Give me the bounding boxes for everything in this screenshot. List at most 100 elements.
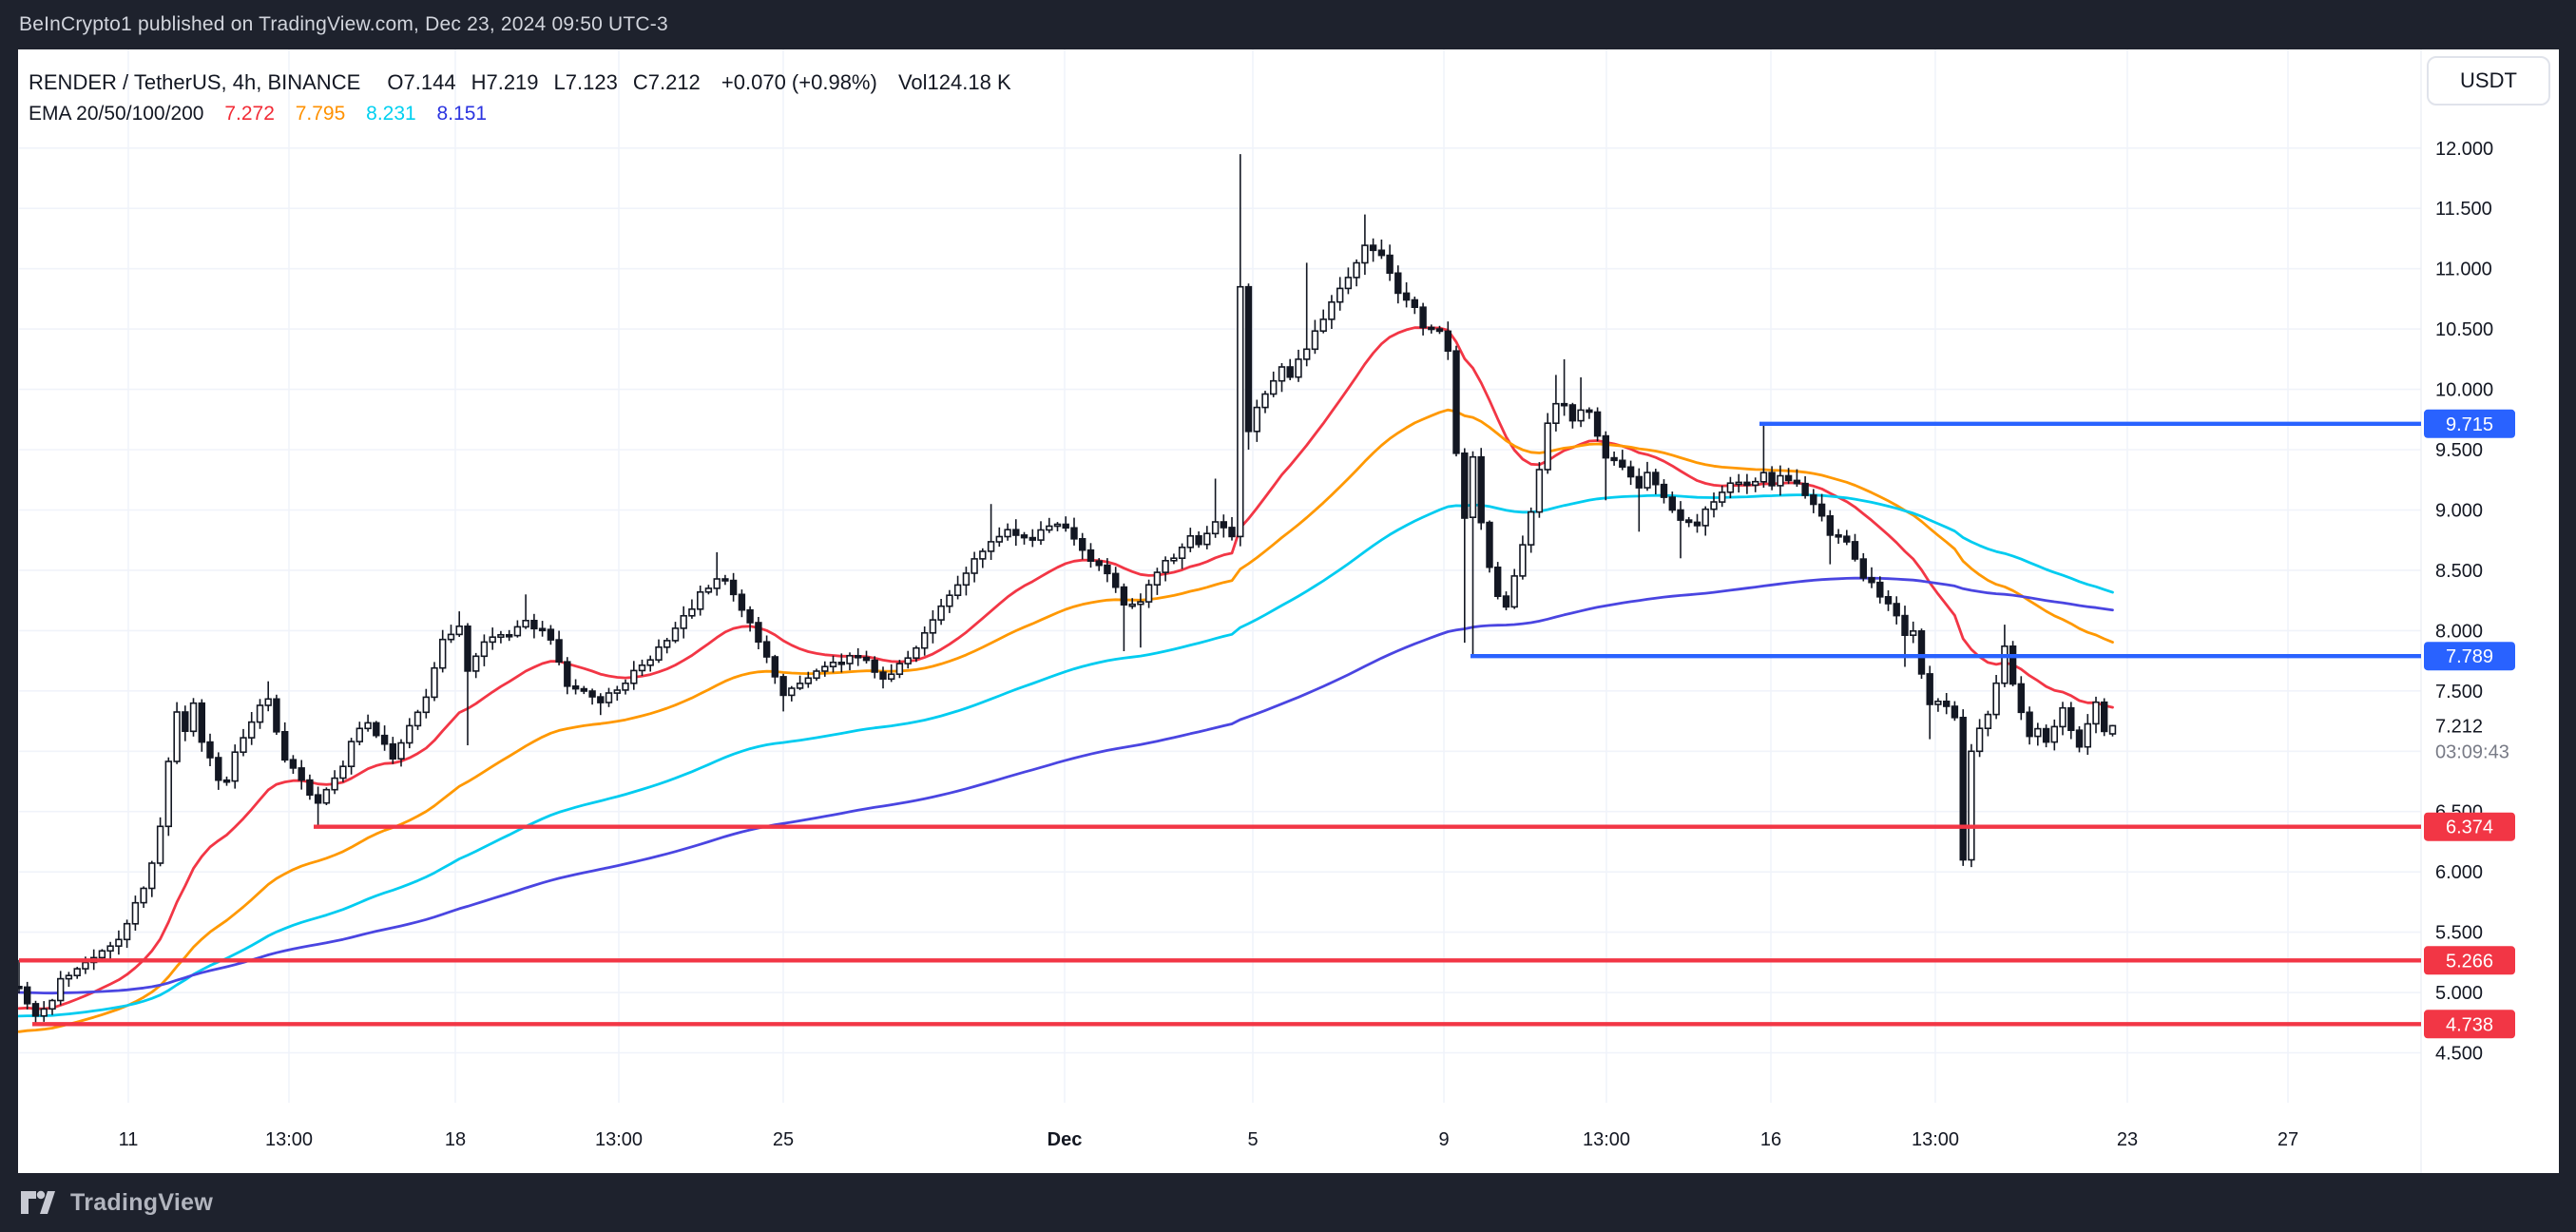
footer-bar: TradingView: [0, 1173, 2576, 1232]
candle-body: [1303, 348, 1311, 360]
candle-body: [1510, 575, 1518, 608]
candle-body: [2034, 727, 2042, 738]
candle-body: [1237, 285, 1244, 538]
candle-body: [280, 730, 289, 761]
time-axis[interactable]: 11 13:00 18 13:00 25 Dec 5 9 13:00 16 13:00 23 27: [119, 1129, 2299, 1150]
candle-body: [696, 590, 704, 610]
candle-body: [1901, 614, 1909, 636]
ema-lines-layer: [17, 326, 2114, 1033]
candle-body: [1144, 584, 1153, 603]
candle-body: [189, 702, 198, 733]
candle-body: [1162, 559, 1169, 573]
candle-body: [240, 737, 247, 753]
candle-body: [1735, 481, 1742, 486]
ema50-value: 7.795: [295, 103, 346, 125]
ema200-line[interactable]: [17, 576, 2114, 995]
candle-body: [1253, 406, 1261, 433]
time-tick-label: 13:00: [1583, 1129, 1630, 1150]
candle-body: [1593, 411, 1602, 437]
price-badge-label: 5.266: [2446, 951, 2493, 972]
candle-body: [306, 779, 314, 796]
candle-body: [895, 663, 904, 675]
tradingview-logo-icon[interactable]: [19, 1188, 57, 1217]
candle-body: [1211, 521, 1220, 535]
candle-body: [580, 687, 588, 692]
candle-body: [1693, 521, 1701, 527]
time-tick-label: 18: [445, 1129, 466, 1150]
price-tick-label: 6.000: [2435, 862, 2483, 883]
candle-body: [1552, 402, 1560, 425]
candle-body: [48, 999, 56, 1011]
candle-body: [995, 535, 1004, 543]
currency-toggle-button[interactable]: USDT: [2427, 56, 2550, 106]
candle-body: [571, 684, 580, 690]
time-tick-label: Dec: [1048, 1129, 1083, 1150]
price-tick-label: 9.000: [2435, 501, 2483, 522]
candle-body: [937, 605, 945, 621]
candle-body: [1677, 509, 1684, 521]
candle-body: [804, 677, 813, 684]
candle-body: [1768, 472, 1776, 487]
candle-body: [1652, 472, 1660, 486]
candle-body: [1220, 521, 1228, 529]
price-tick-label: 4.500: [2435, 1044, 2483, 1065]
ema-indicator-label[interactable]: EMA 20/50/100/200: [29, 103, 204, 125]
candle-body: [1685, 519, 1693, 524]
footer-brand[interactable]: TradingView: [70, 1188, 214, 1216]
price-tick-label: 10.500: [2435, 319, 2493, 340]
price-badge-label: 7.789: [2446, 646, 2493, 667]
candle-body: [1817, 503, 1826, 517]
ohlc-prefix: O: [387, 70, 404, 94]
candle-body: [447, 633, 455, 641]
candle-body: [1477, 455, 1485, 524]
ohlc-value: 7.219: [486, 70, 539, 94]
ema20-line[interactable]: [17, 326, 2114, 1011]
candle-body: [247, 721, 256, 739]
candle-body: [298, 767, 305, 781]
candle-body: [821, 665, 829, 672]
candle-body: [1028, 536, 1037, 541]
candle-body: [1568, 404, 1577, 422]
candle-body: [1261, 393, 1269, 409]
left-frame-strip: [0, 49, 18, 1173]
candle-body: [1328, 300, 1336, 320]
candle-body: [115, 938, 123, 947]
price-tick-label: 9.500: [2435, 440, 2483, 461]
candle-body: [2042, 727, 2050, 743]
time-tick-label: 25: [773, 1129, 794, 1150]
ema100-line[interactable]: [17, 493, 2114, 1018]
candle-body: [1353, 261, 1360, 279]
candle-body: [1926, 673, 1933, 705]
ohlc-prefix: L: [553, 70, 566, 94]
candle-body: [1153, 571, 1162, 586]
candle-body: [406, 724, 413, 744]
ohlc-prefix: H: [471, 70, 487, 94]
candle-body: [497, 633, 505, 638]
candle-body: [2108, 724, 2117, 735]
candle-body: [1801, 482, 1809, 496]
candle-body: [987, 541, 995, 552]
candle-body: [347, 741, 356, 767]
candle-body: [2009, 645, 2017, 685]
ohlc-value: 7.123: [565, 70, 618, 94]
price-tick-label: 7.500: [2435, 682, 2483, 703]
time-tick-label: 27: [2278, 1129, 2298, 1150]
candle-body: [946, 594, 953, 607]
candle-body: [1835, 533, 1842, 538]
candle-body: [713, 578, 721, 589]
candle-body: [953, 584, 962, 597]
candle-body: [1104, 564, 1111, 575]
candle-body: [530, 619, 538, 630]
ema50-line[interactable]: [17, 408, 2114, 1033]
candle-body: [1810, 494, 1817, 506]
candle-body: [564, 661, 571, 687]
candle-body: [273, 698, 280, 733]
symbol-title[interactable]: RENDER / TetherUS, 4h, BINANCE: [29, 70, 361, 94]
price-badge: [2424, 1010, 2515, 1039]
candle-body: [788, 687, 796, 697]
candle-body: [140, 887, 147, 904]
candle-body: [796, 683, 804, 689]
candle-body: [480, 641, 489, 658]
candle-body: [373, 722, 380, 737]
